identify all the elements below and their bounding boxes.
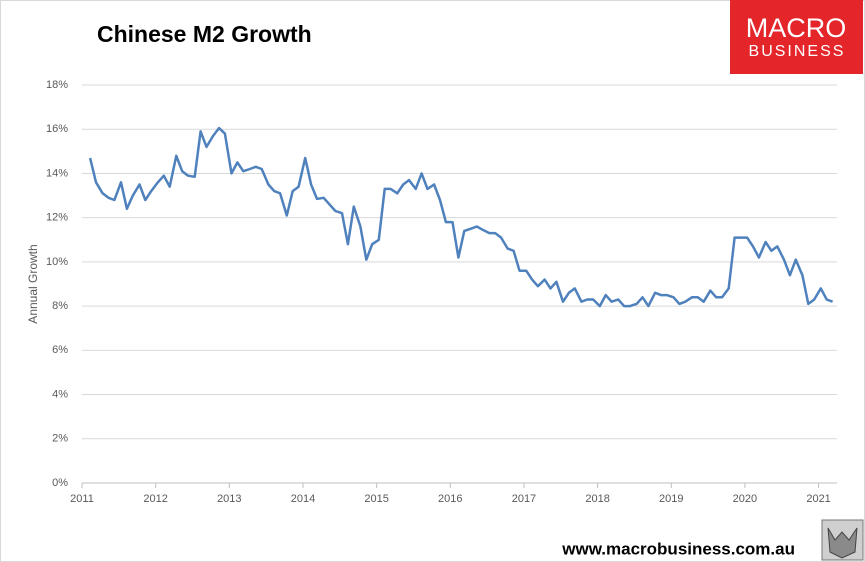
x-tick-label: 2016 <box>438 493 462 505</box>
logo-text: MACRO <box>746 13 847 43</box>
x-tick-label: 2021 <box>806 493 830 505</box>
footer-url: www.macrobusiness.com.au <box>561 539 795 558</box>
wolf-icon <box>821 519 864 561</box>
y-tick-label: 0% <box>52 477 68 489</box>
y-tick-label: 2% <box>52 433 68 445</box>
x-tick-label: 2017 <box>512 493 536 505</box>
y-tick-label: 10% <box>46 256 68 268</box>
x-tick-label: 2020 <box>733 493 757 505</box>
logo-text: BUSINESS <box>749 43 846 60</box>
y-tick-label: 8% <box>52 300 68 312</box>
x-tick-label: 2011 <box>70 493 94 505</box>
y-axis-label: Annual Growth <box>26 244 40 323</box>
x-tick-label: 2018 <box>585 493 609 505</box>
y-tick-label: 12% <box>46 212 68 224</box>
y-tick-label: 18% <box>46 79 68 91</box>
x-tick-label: 2019 <box>659 493 683 505</box>
x-tick-label: 2014 <box>291 493 315 505</box>
y-tick-label: 16% <box>46 123 68 135</box>
x-tick-label: 2013 <box>217 493 241 505</box>
y-tick-label: 4% <box>52 388 68 400</box>
data-line <box>88 126 834 308</box>
y-tick-label: 6% <box>52 344 68 356</box>
y-tick-label: 14% <box>46 167 68 179</box>
x-tick-label: 2012 <box>143 493 167 505</box>
chart-title: Chinese M2 Growth <box>97 21 312 47</box>
logo-box <box>730 0 863 74</box>
x-tick-label: 2015 <box>364 493 388 505</box>
